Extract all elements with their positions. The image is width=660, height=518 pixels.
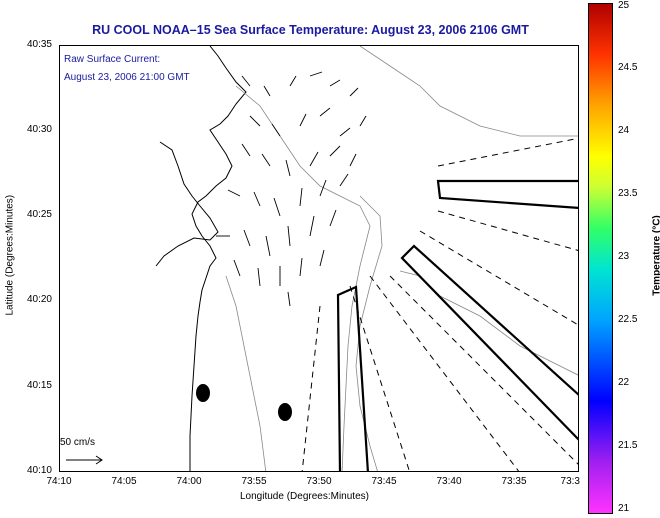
bay-shoreline: [155, 141, 219, 267]
y-tick: 40:15: [26, 380, 52, 391]
colorbar-tick: 22.5: [618, 314, 638, 325]
y-tick: 40:10: [26, 465, 52, 476]
colorbar-tick: 24: [618, 125, 630, 136]
scale-label: 50 cm/s: [60, 437, 96, 448]
x-tick: 73:3: [560, 476, 580, 487]
x-tick: 73:55: [241, 476, 267, 487]
depth-contour: [399, 270, 578, 376]
x-tick: 73:45: [371, 476, 397, 487]
coastline: [189, 46, 247, 471]
colorbar-tick: 21.5: [618, 440, 638, 451]
x-axis-title: Longitude (Degrees:Minutes): [240, 491, 369, 502]
y-axis-title: Latitude (Degrees:Minutes): [4, 194, 16, 316]
station-marker: [278, 403, 292, 421]
x-tick: 74:05: [111, 476, 137, 487]
current-vectors: [216, 71, 367, 307]
x-tick: 73:35: [501, 476, 527, 487]
depth-contour: [359, 46, 578, 137]
radar-beam-lines: [301, 137, 578, 471]
y-tick: 40:25: [26, 209, 52, 220]
beam-outlines: [336, 179, 578, 471]
colorbar-tick: 22: [618, 377, 630, 388]
depth-contour: [235, 85, 371, 471]
current-note-line2: August 23, 2006 21:00 GMT: [64, 72, 190, 83]
colorbar-tick: 23.5: [618, 188, 638, 199]
colorbar-tick: 21: [618, 503, 630, 514]
x-tick: 74:00: [176, 476, 202, 487]
map-plot-area: Raw Surface Current: August 23, 2006 21:…: [59, 45, 579, 472]
colorbar-tick: 24.5: [618, 62, 638, 73]
x-tick: 73:40: [436, 476, 462, 487]
depth-contour: [355, 195, 383, 471]
scale-arrow: [66, 455, 103, 465]
colorbar-tick: 23: [618, 251, 630, 262]
depth-contour: [225, 275, 267, 471]
map-title: RU COOL NOAA–15 Sea Surface Temperature:…: [92, 23, 529, 37]
colorbar-tick: 25: [618, 0, 630, 11]
y-tick: 40:30: [26, 124, 52, 135]
x-tick: 73:50: [306, 476, 332, 487]
current-note-line1: Raw Surface Current:: [64, 54, 161, 65]
x-tick: 74:10: [46, 476, 72, 487]
station-marker: [196, 384, 210, 402]
y-tick: 40:35: [26, 39, 52, 50]
temperature-colorbar: [588, 3, 613, 514]
map-graphic: [66, 46, 578, 471]
colorbar-title: Temperature (°C): [651, 215, 660, 296]
y-tick: 40:20: [26, 294, 52, 305]
